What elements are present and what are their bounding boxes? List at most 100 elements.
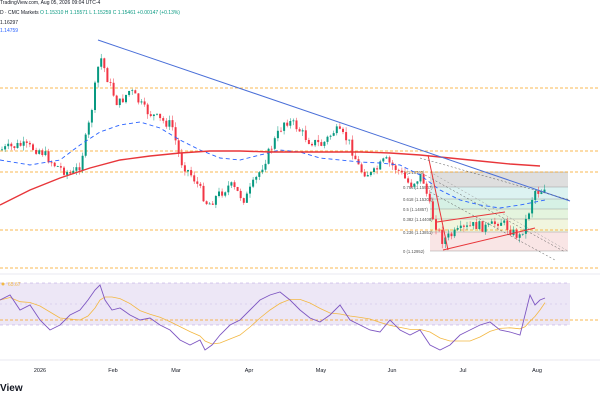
candle-body	[497, 224, 499, 226]
candle-body	[329, 135, 332, 137]
candle-body	[149, 114, 152, 117]
candle-body	[320, 142, 323, 146]
candle-body	[490, 221, 493, 224]
candle-body	[273, 138, 276, 149]
x-axis-label: Jul	[459, 368, 466, 374]
candle-body	[441, 230, 444, 244]
candle-body	[422, 174, 425, 184]
candle-body	[255, 176, 258, 180]
candle-body	[481, 221, 484, 232]
rsi-moving-average	[0, 296, 546, 345]
candle-body	[171, 120, 174, 128]
moving-average-red	[0, 150, 541, 206]
candle-body	[515, 229, 518, 238]
candle-body	[543, 189, 546, 193]
close-value: C 1.15461	[112, 10, 136, 16]
candle-body	[146, 104, 149, 115]
candle-body	[193, 175, 196, 182]
candle-body	[524, 218, 527, 234]
candle-body	[143, 101, 146, 105]
candle-body	[459, 225, 462, 229]
channel-dashed-2	[424, 174, 566, 253]
fib-level-label: 0.382 (1.14408)	[403, 217, 433, 222]
descending-trendline[interactable]	[97, 39, 571, 202]
fib-level-label: 0 (1.12952)	[403, 249, 425, 254]
candle-body	[351, 139, 354, 156]
candle-body	[13, 146, 16, 148]
candle-body	[453, 229, 456, 237]
candle-body	[512, 229, 515, 236]
candle-body	[221, 191, 224, 196]
candle-body	[304, 130, 307, 141]
fib-zone	[430, 209, 568, 219]
candle-body	[379, 161, 382, 170]
candle-body	[174, 127, 177, 141]
candle-body	[156, 113, 158, 115]
candle-body	[450, 233, 453, 237]
channel-dashed-1	[419, 157, 571, 201]
candle-body	[295, 120, 298, 130]
candle-body	[376, 168, 379, 170]
candle-body	[472, 222, 475, 226]
candle-body	[47, 151, 50, 163]
rsi-line	[0, 284, 546, 351]
candle-body	[323, 141, 326, 146]
candle-body	[177, 140, 180, 154]
candle-body	[75, 167, 78, 171]
candle-body	[425, 183, 428, 194]
candle-body	[537, 191, 540, 194]
candle-body	[397, 169, 400, 171]
candle-body	[202, 185, 205, 202]
candle-body	[187, 170, 189, 172]
candle-body	[326, 136, 329, 142]
candle-body	[311, 143, 313, 146]
fib-zone	[430, 172, 568, 187]
candle-body	[242, 198, 245, 203]
symbol-ohlc-line: D · CMC Markets O 1.15310 H 1.15571 L 1.…	[0, 10, 180, 16]
candle-body	[218, 191, 220, 196]
candle-body	[382, 158, 385, 162]
candle-body	[335, 126, 338, 134]
fib-level-label: 0.618 (1.15307)	[403, 197, 433, 202]
candle-body	[69, 172, 72, 174]
wedge-line[interactable]	[427, 154, 449, 251]
candle-body	[410, 182, 413, 187]
candle-body	[394, 165, 397, 170]
candle-body	[317, 139, 320, 143]
candle-body	[407, 178, 410, 183]
candle-body	[32, 144, 34, 150]
candle-body	[416, 181, 419, 184]
candle-body	[314, 139, 317, 146]
candle-body	[388, 157, 391, 163]
candle-body	[363, 171, 366, 177]
channel-upper-line[interactable]	[436, 211, 506, 223]
symbol-label[interactable]: D · CMC Markets	[0, 10, 39, 16]
candle-body	[53, 162, 56, 167]
candle-body	[25, 141, 28, 143]
candle-body	[400, 170, 403, 173]
fib-retracement[interactable]: 1 (1.16765)0.786 (1.15947)0.618 (1.15307…	[403, 170, 569, 254]
channel-lower-line[interactable]	[442, 227, 536, 251]
candle-body	[97, 66, 100, 83]
candle-body	[369, 171, 372, 176]
candle-body	[540, 192, 543, 194]
candle-body	[444, 237, 447, 244]
candle-body	[342, 128, 344, 133]
candle-body	[438, 229, 441, 231]
x-axis-label: May	[316, 368, 327, 374]
candle-body	[59, 166, 62, 168]
candle-body	[94, 82, 96, 111]
candle-body	[456, 228, 459, 230]
candle-body	[183, 165, 186, 172]
ma-blue-value: 1.14759	[0, 28, 19, 34]
change-value: +0.00147 (+0.13%)	[137, 10, 180, 16]
candle-body	[109, 82, 112, 83]
candle-body	[280, 130, 282, 132]
candle-body	[168, 120, 171, 127]
candle-body	[19, 142, 22, 146]
candle-body	[87, 122, 90, 135]
candle-body	[301, 130, 304, 132]
candle-body	[106, 68, 109, 83]
